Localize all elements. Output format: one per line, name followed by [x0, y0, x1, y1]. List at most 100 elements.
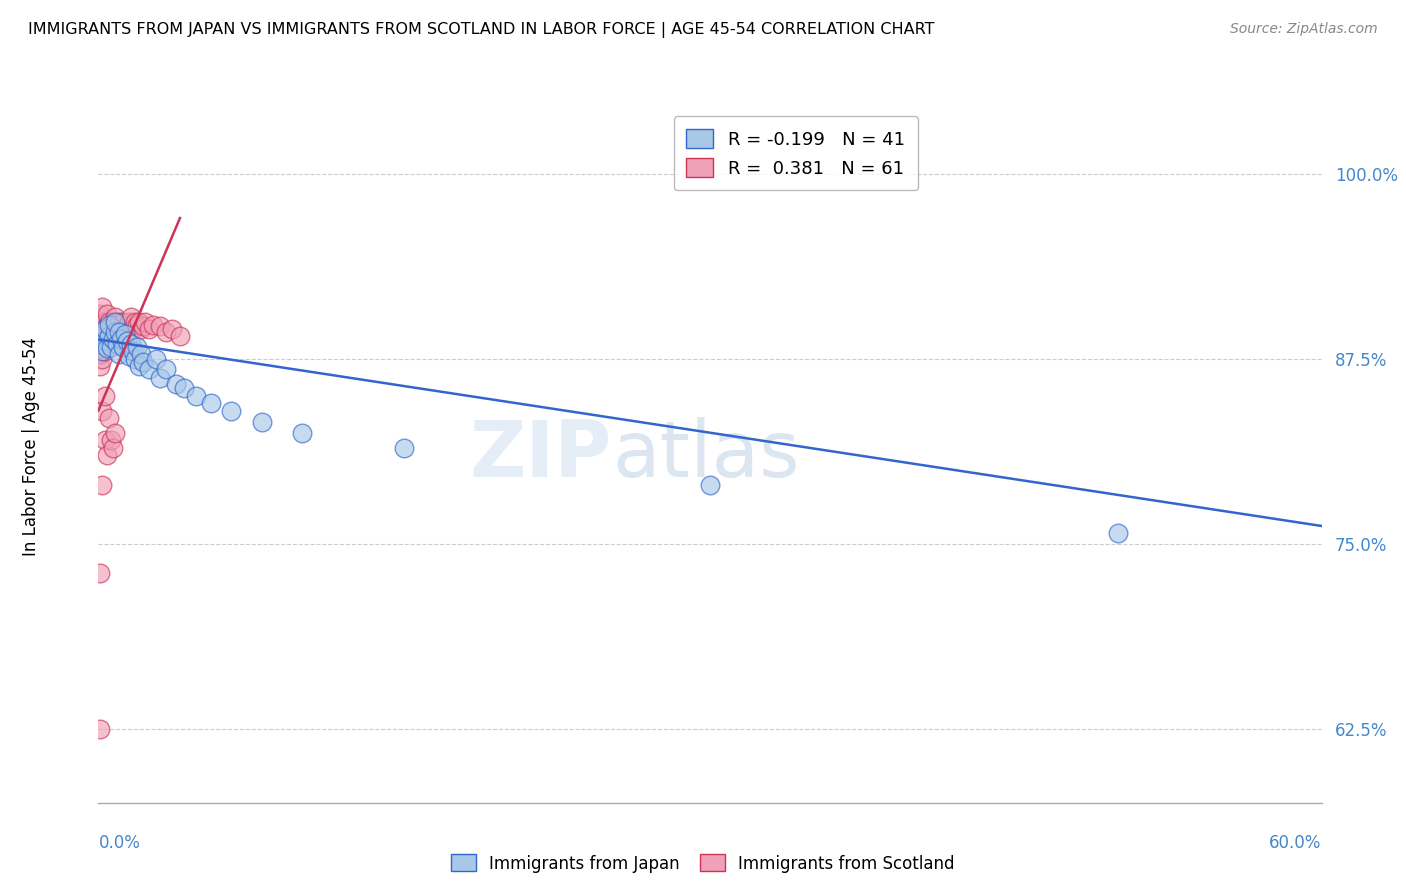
- Point: [108, 325, 131, 339]
- Text: atlas: atlas: [612, 417, 800, 493]
- Point: [120, 310, 142, 325]
- Point: [115, 319, 138, 334]
- Point: [169, 329, 191, 343]
- Point: [101, 315, 124, 329]
- Point: [108, 315, 131, 329]
- Point: [149, 319, 172, 334]
- Text: Source: ZipAtlas.com: Source: ZipAtlas.com: [1230, 22, 1378, 37]
- Point: [155, 362, 177, 376]
- Point: [118, 315, 141, 329]
- Point: [91, 403, 114, 417]
- Point: [138, 362, 160, 376]
- Point: [91, 344, 114, 359]
- Point: [100, 333, 122, 347]
- Point: [89, 337, 111, 351]
- Point: [93, 322, 115, 336]
- Point: [155, 325, 177, 339]
- Point: [100, 433, 122, 447]
- Point: [124, 315, 146, 329]
- Point: [104, 310, 127, 325]
- Point: [96, 340, 118, 354]
- Point: [219, 403, 242, 417]
- Point: [93, 433, 115, 447]
- Point: [699, 477, 721, 491]
- Point: [101, 333, 124, 347]
- Point: [149, 371, 172, 385]
- Point: [128, 315, 150, 329]
- Point: [127, 318, 149, 332]
- Point: [129, 347, 152, 361]
- Point: [97, 411, 120, 425]
- Point: [142, 318, 165, 332]
- Point: [91, 351, 114, 366]
- Point: [127, 340, 149, 354]
- Text: 0.0%: 0.0%: [98, 834, 141, 852]
- Point: [115, 334, 138, 348]
- Point: [89, 315, 111, 329]
- Point: [97, 329, 120, 343]
- Point: [93, 334, 115, 348]
- Point: [114, 322, 136, 336]
- Point: [200, 396, 222, 410]
- Text: In Labor Force | Age 45-54: In Labor Force | Age 45-54: [22, 336, 39, 556]
- Point: [250, 415, 273, 429]
- Point: [173, 381, 195, 395]
- Point: [108, 329, 131, 343]
- Point: [97, 318, 120, 332]
- Point: [132, 354, 155, 368]
- Point: [104, 322, 127, 336]
- Point: [91, 477, 114, 491]
- Legend: Immigrants from Japan, Immigrants from Scotland: Immigrants from Japan, Immigrants from S…: [444, 847, 962, 880]
- Point: [105, 337, 128, 351]
- Point: [104, 325, 127, 339]
- Point: [96, 307, 118, 321]
- Point: [122, 344, 145, 359]
- Point: [104, 425, 127, 440]
- Point: [124, 351, 146, 366]
- Point: [1107, 526, 1129, 541]
- Point: [101, 326, 124, 341]
- Point: [89, 337, 111, 351]
- Point: [132, 319, 155, 334]
- Point: [108, 347, 131, 361]
- Point: [91, 300, 114, 314]
- Point: [104, 315, 127, 329]
- Point: [93, 344, 115, 359]
- Point: [89, 722, 111, 736]
- Point: [291, 425, 314, 440]
- Text: ZIP: ZIP: [470, 417, 612, 493]
- Legend: R = -0.199   N = 41, R =  0.381   N = 61: R = -0.199 N = 41, R = 0.381 N = 61: [673, 116, 918, 190]
- Point: [101, 441, 124, 455]
- Point: [96, 448, 118, 462]
- Point: [91, 322, 114, 336]
- Point: [100, 319, 122, 334]
- Point: [111, 315, 134, 329]
- Point: [145, 351, 167, 366]
- Point: [89, 359, 111, 373]
- Point: [122, 322, 145, 336]
- Point: [96, 319, 118, 334]
- Point: [110, 322, 132, 336]
- Point: [186, 389, 208, 403]
- Point: [100, 340, 122, 354]
- Point: [89, 566, 111, 581]
- Text: IMMIGRANTS FROM JAPAN VS IMMIGRANTS FROM SCOTLAND IN LABOR FORCE | AGE 45-54 COR: IMMIGRANTS FROM JAPAN VS IMMIGRANTS FROM…: [28, 22, 935, 38]
- Point: [128, 359, 150, 373]
- Point: [138, 322, 160, 336]
- Text: 60.0%: 60.0%: [1270, 834, 1322, 852]
- Point: [392, 441, 416, 455]
- Point: [97, 325, 120, 339]
- Point: [97, 337, 120, 351]
- Point: [93, 325, 115, 339]
- Point: [91, 333, 114, 347]
- Point: [89, 347, 111, 361]
- Point: [93, 315, 115, 329]
- Point: [129, 322, 152, 336]
- Point: [89, 325, 111, 339]
- Point: [105, 319, 128, 334]
- Point: [134, 315, 156, 329]
- Point: [89, 307, 111, 321]
- Point: [97, 315, 120, 329]
- Point: [96, 342, 118, 356]
- Point: [118, 349, 141, 363]
